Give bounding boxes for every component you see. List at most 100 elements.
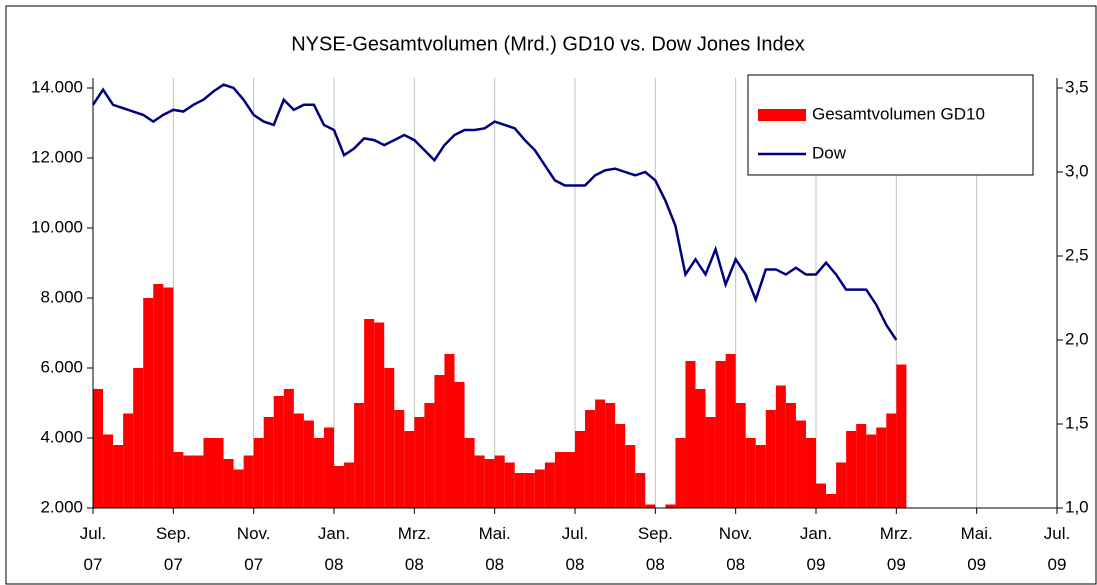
x-tick-label: Jul. 08 (561, 524, 589, 574)
bar (454, 382, 465, 508)
y2-tick-label: 2,0 (1065, 329, 1089, 348)
bar (635, 473, 646, 508)
bar (444, 354, 455, 508)
bar (384, 368, 395, 508)
bar (886, 413, 897, 508)
y-tick-label: 14.000 (31, 77, 83, 96)
chart-title: NYSE-Gesamtvolumen (Mrd.) GD10 vs. Dow J… (291, 33, 805, 55)
legend-box (747, 74, 1034, 176)
y2-tick-label: 3,0 (1065, 161, 1089, 180)
x-tick-label: Jul. 07 (79, 524, 107, 574)
bar (374, 322, 385, 508)
bar (554, 452, 565, 508)
bar (785, 403, 796, 508)
bar (93, 389, 104, 508)
bar (183, 455, 194, 508)
bar (765, 410, 776, 508)
legend-label: Dow (812, 143, 847, 162)
bar (113, 445, 124, 508)
bar (313, 438, 324, 508)
y-tick-label: 8.000 (40, 287, 83, 306)
bar (564, 452, 575, 508)
bar (213, 438, 224, 508)
bar (303, 420, 314, 508)
y2-tick-label: 1,5 (1065, 413, 1089, 432)
bar (544, 462, 555, 508)
bar (153, 284, 164, 508)
bar (263, 417, 274, 508)
x-tick-label: Sep. 08 (637, 524, 673, 574)
bar (163, 287, 174, 508)
y-tick-label: 6.000 (40, 357, 83, 376)
bar (816, 483, 827, 508)
bar (364, 319, 375, 508)
y-tick-label: 4.000 (40, 427, 83, 446)
bar (514, 473, 525, 508)
bar (524, 473, 535, 508)
bar (143, 298, 154, 508)
bar (795, 420, 806, 508)
bar (354, 403, 365, 508)
y-tick-label: 12.000 (31, 147, 83, 166)
bar (625, 445, 636, 508)
bar (735, 403, 746, 508)
x-tick-label: Jan. 09 (799, 524, 833, 574)
x-tick-label: Mrz. 09 (879, 524, 913, 574)
bar (414, 417, 425, 508)
bar (695, 389, 706, 508)
bar (474, 455, 485, 508)
bar (334, 466, 345, 508)
legend-label: Gesamtvolumen GD10 (812, 104, 985, 123)
bar (203, 438, 214, 508)
bar (293, 413, 304, 508)
bar (223, 459, 234, 508)
bar (575, 431, 586, 508)
bar (233, 469, 244, 508)
bar (645, 504, 656, 508)
x-tick-label: Nov. 08 (718, 524, 753, 574)
bar (715, 361, 726, 508)
y2-tick-label: 3,5 (1065, 77, 1089, 96)
bar (775, 385, 786, 508)
bar (826, 494, 837, 508)
x-tick-label: Mrz. 08 (397, 524, 431, 574)
bar (876, 427, 887, 508)
bar (283, 389, 294, 508)
bar (404, 431, 415, 508)
bar (504, 462, 515, 508)
bar (534, 469, 545, 508)
bar (173, 452, 184, 508)
bar (133, 368, 144, 508)
bar (685, 361, 696, 508)
bar (755, 445, 766, 508)
x-tick-label: Mai. 08 (478, 524, 511, 574)
bar (243, 455, 254, 508)
bar (605, 403, 616, 508)
bar (323, 427, 334, 508)
bar (665, 504, 676, 508)
bar (846, 431, 857, 508)
bar (675, 438, 686, 508)
bar (705, 417, 716, 508)
bar (866, 434, 877, 508)
x-tick-label: Jan. 08 (317, 524, 351, 574)
legend-swatch (758, 109, 806, 121)
bar (344, 462, 355, 508)
bar (394, 410, 405, 508)
bar (805, 438, 816, 508)
bar (464, 438, 475, 508)
x-tick-label: Sep. 07 (155, 524, 191, 574)
bar (615, 424, 626, 508)
bar (725, 354, 736, 508)
bar (856, 424, 867, 508)
x-tick-label: Jul. 09 (1043, 524, 1071, 574)
bar (103, 434, 114, 508)
bar (424, 403, 435, 508)
bar (896, 364, 907, 508)
bar (745, 438, 756, 508)
y-tick-label: 2.000 (40, 497, 83, 516)
y2-tick-label: 1,0 (1065, 497, 1089, 516)
bar (193, 455, 204, 508)
